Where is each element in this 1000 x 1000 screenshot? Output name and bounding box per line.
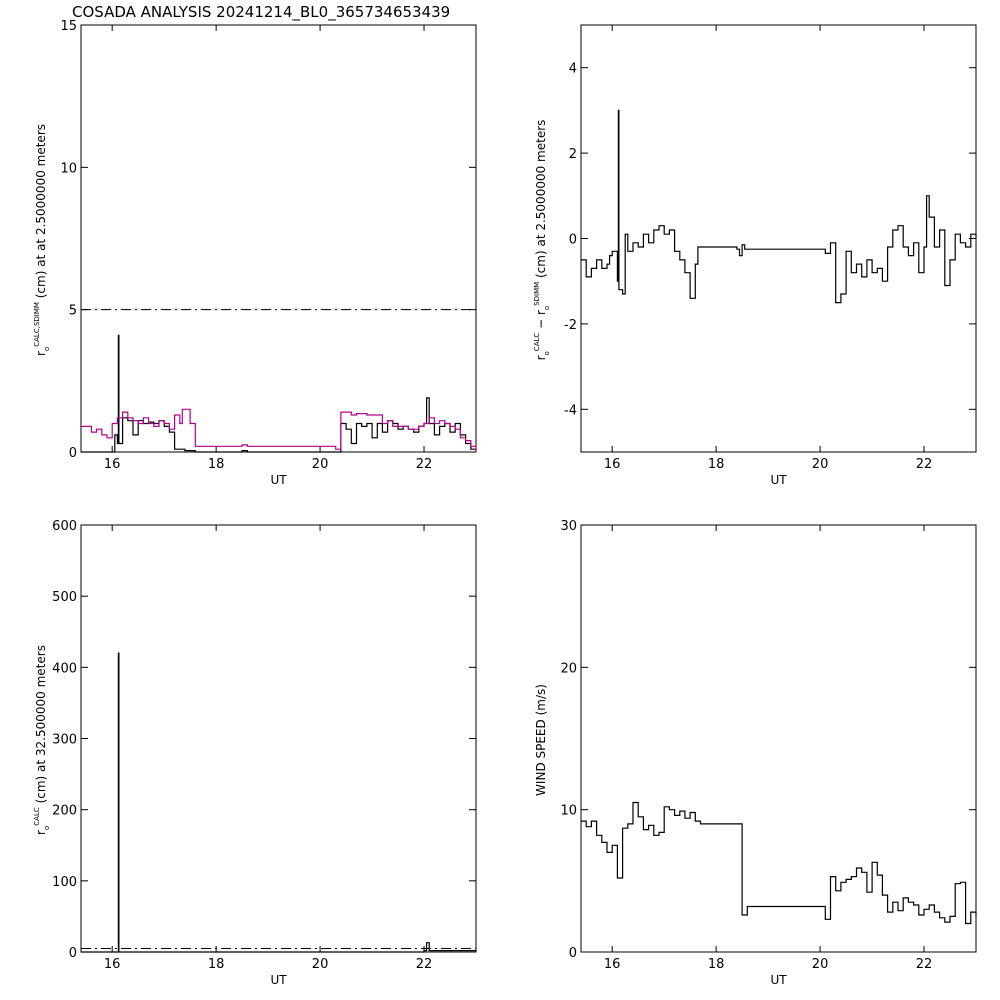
panel3-frame xyxy=(80,524,477,953)
panel2-ytick-label: -2 xyxy=(564,318,577,333)
panel4-xtick-label: 16 xyxy=(604,957,621,972)
panel3-ytick-label: 400 xyxy=(52,661,77,676)
figure-title: COSADA ANALYSIS 20241214_BL0_36573465343… xyxy=(72,3,450,22)
panel4-ytick-label: 10 xyxy=(560,804,577,819)
panel2-ylabel: roCALC − roSDIMM (cm) at 2.5000000 meter… xyxy=(533,120,551,361)
panel3-series-1-line xyxy=(81,652,477,953)
panel4-xtick-label: 18 xyxy=(708,957,725,972)
panel3-xlabel: UT xyxy=(270,973,287,987)
panel1-ytick-label: 15 xyxy=(60,19,77,34)
panel1-xtick-label: 22 xyxy=(416,457,433,472)
panel3-ytick-label: 600 xyxy=(52,519,77,534)
panel1-xtick-label: 16 xyxy=(104,457,121,472)
panel2-xlabel: UT xyxy=(770,473,787,487)
panel3-ytick-label: 500 xyxy=(52,590,77,605)
panel1-xlabel: UT xyxy=(270,473,287,487)
panel3-ylabel: roCALC (cm) at 32.500000 meters xyxy=(33,645,51,835)
panel1-series-1-line xyxy=(81,334,477,453)
panel1: 16 18 20 22 0 5 10 15 UT roCALC,SDIMM (cm) at at … xyxy=(33,19,477,487)
panel3-xtick-label: 22 xyxy=(416,957,433,972)
panel1-ytick-label: 0 xyxy=(69,446,77,461)
panel4-frame xyxy=(580,524,977,953)
panel2-xtick-label: 18 xyxy=(708,457,725,472)
panel2-ytick-label: -4 xyxy=(564,403,577,418)
panel4-ytick-label: 0 xyxy=(569,946,577,961)
panel1-xtick-label: 18 xyxy=(208,457,225,472)
panel4-ylabel: WIND SPEED (m/s) xyxy=(534,684,548,796)
panel2-xtick-label: 16 xyxy=(604,457,621,472)
panel3-ytick-label: 0 xyxy=(69,946,77,961)
panel3-xtick-label: 20 xyxy=(312,957,329,972)
panel1-frame xyxy=(80,24,477,453)
panel2-xtick-label: 20 xyxy=(812,457,829,472)
panel3-ytick-label: 100 xyxy=(52,875,77,890)
panel4-ytick-label: 20 xyxy=(560,661,577,676)
panel2-xtick-label: 22 xyxy=(916,457,933,472)
panel2-series-1-line xyxy=(581,109,977,304)
panel1-series-2-line xyxy=(81,408,477,452)
panel3-xtick-label: 16 xyxy=(104,957,121,972)
panel3-ytick-label: 300 xyxy=(52,733,77,748)
panel4-ytick-label: 30 xyxy=(560,519,577,534)
panel4-xlabel: UT xyxy=(770,973,787,987)
panel1-ylabel: roCALC,SDIMM (cm) at at 2.5000000 meters xyxy=(33,124,51,356)
panel4-xtick-label: 20 xyxy=(812,957,829,972)
panel3: 16 18 20 22 0 100 200 300 400 500 600 UT roCALC (cm)… xyxy=(33,519,477,987)
panel1-xtick-label: 20 xyxy=(312,457,329,472)
panel4-xtick-label: 22 xyxy=(916,957,933,972)
panel2-ytick-label: 4 xyxy=(569,62,577,77)
panel3-xtick-label: 18 xyxy=(208,957,225,972)
panel2-ytick-label: 0 xyxy=(569,233,577,248)
panel2-ytick-label: 2 xyxy=(569,147,577,162)
panel2: 16 18 20 22 -4 -2 0 2 4 UT roCALC − roSDIMM (cm) a… xyxy=(533,24,977,487)
panel3-ytick-label: 200 xyxy=(52,804,77,819)
panel4-series-1-line xyxy=(581,801,977,925)
panel4: 16 18 20 22 0 10 20 30 UT WIND SPEED (m/s) xyxy=(534,519,977,987)
panel1-ytick-label: 10 xyxy=(60,161,77,176)
panel2-frame xyxy=(580,24,977,453)
panel1-ytick-label: 5 xyxy=(69,304,77,319)
